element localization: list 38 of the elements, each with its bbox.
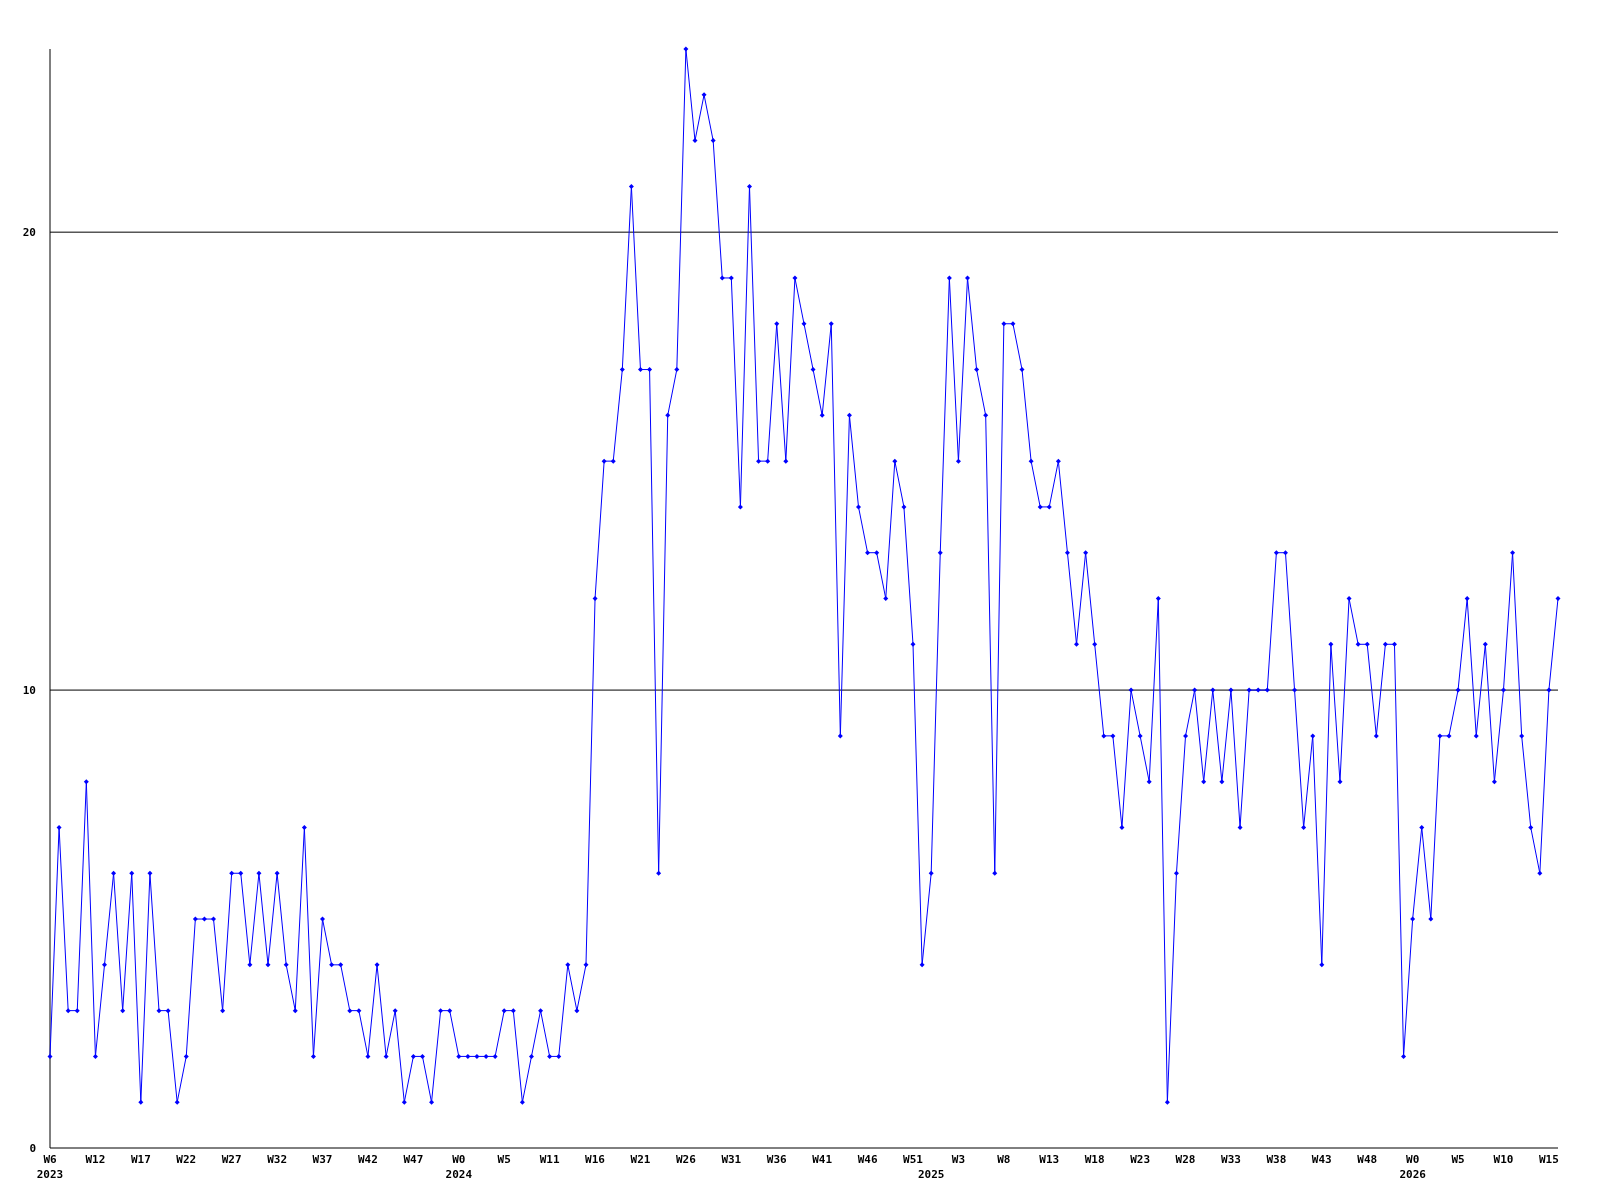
- x-tick-label: W27: [221, 1153, 242, 1166]
- x-tick-label: W11: [539, 1153, 560, 1166]
- x-tick-label: W42: [358, 1153, 378, 1166]
- x-tick-label: W28: [1175, 1153, 1196, 1166]
- x-tick-label: W37: [312, 1153, 333, 1166]
- y-tick-label: 10: [22, 684, 36, 698]
- x-tick-label: W16: [585, 1153, 606, 1166]
- x-tick-label: W32: [267, 1153, 288, 1166]
- x-tick-label: W17: [130, 1153, 151, 1166]
- x-tick-label: W6 2023: [36, 1153, 64, 1181]
- x-tick-label: W8: [997, 1153, 1011, 1166]
- x-tick-label: W0 2024: [445, 1153, 473, 1181]
- x-tick-label: W21: [630, 1153, 651, 1166]
- x-tick-label: W15: [1538, 1153, 1559, 1166]
- x-tick-label: W3: [951, 1153, 966, 1166]
- x-tick-label: W48: [1357, 1153, 1378, 1166]
- x-tick-label: W22: [176, 1153, 197, 1166]
- x-tick-label: W13: [1039, 1153, 1060, 1166]
- x-tick-label: W12: [85, 1153, 106, 1166]
- x-tick-label: W23: [1130, 1153, 1151, 1166]
- x-tick-label: W18: [1084, 1153, 1105, 1166]
- x-tick-label: W46: [857, 1153, 878, 1166]
- y-tick-label: 20: [22, 226, 36, 240]
- x-tick-label: W43: [1311, 1153, 1332, 1166]
- x-tick-label: W33: [1221, 1153, 1241, 1166]
- x-tick-label: W41: [812, 1153, 833, 1166]
- x-tick-label: W31: [721, 1153, 742, 1166]
- x-tick-label: W0 2026: [1399, 1153, 1427, 1181]
- x-tick-label: W36: [766, 1153, 788, 1166]
- x-tick-label: W51: [903, 1153, 924, 1166]
- x-tick-label: W47: [403, 1153, 424, 1166]
- y-tick-label: 0: [29, 1142, 36, 1155]
- x-tick-label: W5: [497, 1153, 511, 1166]
- x-tick-label: W10: [1493, 1153, 1514, 1166]
- x-tick-label: W38: [1266, 1153, 1287, 1166]
- x-tick-label: W5: [1451, 1153, 1465, 1166]
- x-tick-label: 2025: [917, 1168, 945, 1181]
- x-tick-label: W26: [675, 1153, 697, 1166]
